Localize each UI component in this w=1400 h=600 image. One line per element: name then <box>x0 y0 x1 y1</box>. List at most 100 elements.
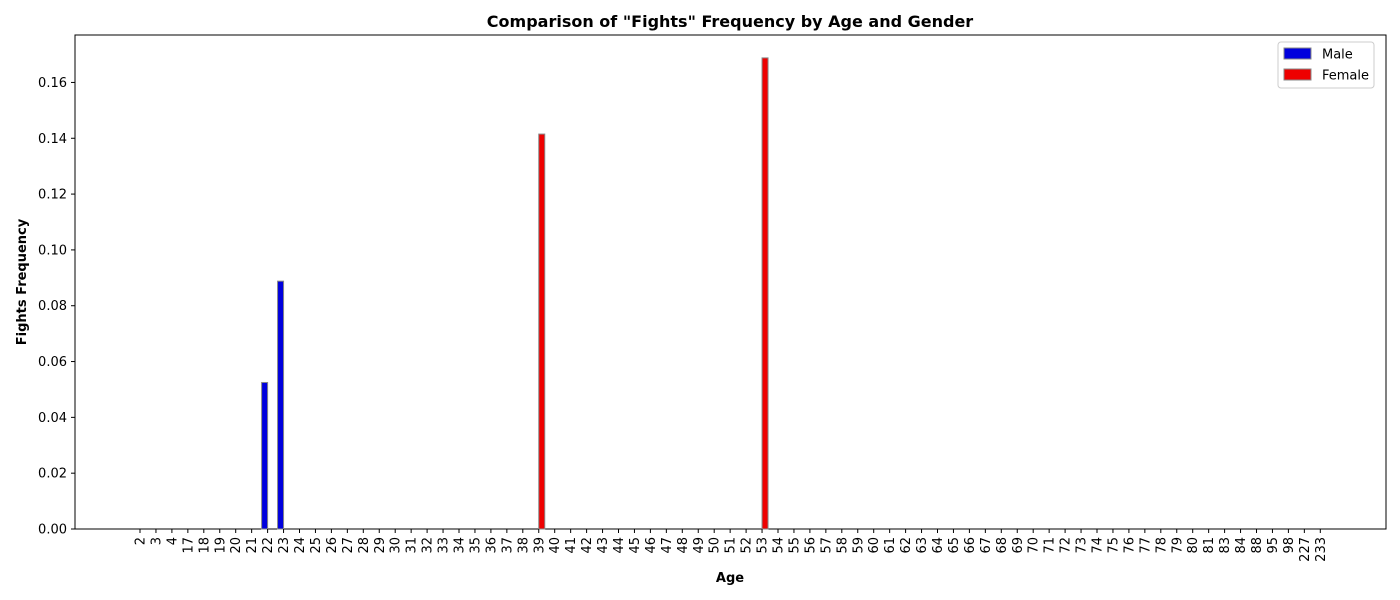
legend-swatch-female <box>1283 68 1312 81</box>
x-tick-label: 50 <box>708 537 723 554</box>
x-tick-label: 68 <box>995 537 1010 554</box>
x-tick-label: 57 <box>819 537 834 554</box>
y-tick-label: 0.06 <box>38 355 67 370</box>
x-tick-label: 76 <box>1122 537 1137 554</box>
bar-male-22 <box>261 381 269 530</box>
y-tick-label: 0.00 <box>38 523 67 538</box>
y-tick-label: 0.10 <box>38 243 67 258</box>
x-tick-label: 40 <box>548 537 563 554</box>
x-tick-label: 69 <box>1011 537 1026 554</box>
y-tick-label: 0.04 <box>38 411 67 426</box>
x-tick-label: 75 <box>1106 537 1121 554</box>
x-tick-label: 64 <box>931 537 946 554</box>
x-tick-label: 53 <box>756 537 771 554</box>
x-tick-label: 4 <box>165 537 180 545</box>
x-tick-label: 63 <box>915 537 930 554</box>
x-tick-label: 72 <box>1059 537 1074 554</box>
x-tick-label: 88 <box>1250 537 1265 554</box>
x-tick-label: 47 <box>660 537 675 554</box>
x-tick-label: 73 <box>1075 537 1090 554</box>
x-tick-label: 227 <box>1298 537 1313 562</box>
x-tick-label: 20 <box>229 537 244 554</box>
x-axis: 2 3 4 17 18 19 20 21 22 23 24 25 26 27 28 29 30 31 32 33 34 3… <box>134 529 1329 562</box>
legend-swatch-male <box>1283 47 1312 60</box>
x-tick-label: 74 <box>1091 537 1106 554</box>
chart-title: Comparison of "Fights" Frequency by Age … <box>487 12 974 31</box>
x-tick-label: 67 <box>979 537 994 554</box>
x-tick-label: 27 <box>341 537 356 554</box>
x-tick-label: 52 <box>740 537 755 554</box>
x-tick-label: 23 <box>277 537 292 554</box>
x-tick-label: 233 <box>1314 537 1329 562</box>
x-axis-label: Age <box>716 571 744 586</box>
bar-female-39 <box>538 133 546 530</box>
x-tick-label: 51 <box>724 537 739 554</box>
x-tick-label: 61 <box>883 537 898 554</box>
x-tick-label: 2 <box>134 537 149 545</box>
x-tick-label: 34 <box>453 537 468 554</box>
x-tick-label: 45 <box>628 537 643 554</box>
x-tick-label: 29 <box>373 537 388 554</box>
x-tick-label: 58 <box>835 537 850 554</box>
y-axis: 0.00 0.02 0.04 0.06 0.08 0.10 0.12 0.14 0.16 <box>38 76 75 538</box>
x-tick-label: 21 <box>245 537 260 554</box>
x-tick-label: 32 <box>421 537 436 554</box>
x-tick-label: 24 <box>293 537 308 554</box>
x-tick-label: 26 <box>325 537 340 554</box>
x-tick-label: 42 <box>580 537 595 554</box>
x-tick-label: 28 <box>357 537 372 554</box>
x-tick-label: 19 <box>213 537 228 554</box>
x-tick-label: 80 <box>1186 537 1201 554</box>
y-tick-label: 0.08 <box>38 299 67 314</box>
y-tick-label: 0.16 <box>38 76 67 91</box>
x-tick-label: 79 <box>1170 537 1185 554</box>
x-tick-label: 36 <box>484 537 499 554</box>
bar-male-23 <box>277 280 285 530</box>
legend: Male Female <box>1277 41 1375 89</box>
plot-area <box>74 34 1387 530</box>
x-tick-label: 46 <box>644 537 659 554</box>
x-tick-label: 48 <box>676 537 691 554</box>
x-tick-label: 98 <box>1282 537 1297 554</box>
x-tick-label: 41 <box>564 537 579 554</box>
x-tick-label: 66 <box>963 537 978 554</box>
x-tick-label: 25 <box>309 537 324 554</box>
x-tick-label: 77 <box>1138 537 1153 554</box>
x-tick-label: 3 <box>149 537 164 545</box>
x-tick-label: 35 <box>468 537 483 554</box>
x-tick-label: 44 <box>612 537 627 554</box>
legend-label-male: Male <box>1322 48 1353 63</box>
x-tick-label: 55 <box>787 537 802 554</box>
y-tick-label: 0.12 <box>38 188 67 203</box>
bar-female-53 <box>761 57 769 530</box>
x-tick-label: 37 <box>500 537 515 554</box>
x-tick-label: 81 <box>1202 537 1217 554</box>
y-tick-label: 0.02 <box>38 467 67 482</box>
x-tick-label: 43 <box>596 537 611 554</box>
y-tick-label: 0.14 <box>38 132 67 147</box>
x-tick-label: 22 <box>261 537 276 554</box>
x-tick-label: 33 <box>437 537 452 554</box>
x-tick-label: 31 <box>405 537 420 554</box>
legend-label-female: Female <box>1322 69 1369 84</box>
x-tick-label: 39 <box>532 537 547 554</box>
x-tick-label: 83 <box>1218 537 1233 554</box>
x-tick-label: 30 <box>389 537 404 554</box>
x-tick-label: 70 <box>1027 537 1042 554</box>
x-tick-label: 54 <box>772 537 787 554</box>
x-tick-label: 62 <box>899 537 914 554</box>
x-tick-label: 78 <box>1154 537 1169 554</box>
x-tick-label: 38 <box>516 537 531 554</box>
x-tick-label: 60 <box>867 537 882 554</box>
x-tick-label: 49 <box>692 537 707 554</box>
bars-group <box>261 57 769 530</box>
x-tick-label: 18 <box>197 537 212 554</box>
x-tick-label: 71 <box>1043 537 1058 554</box>
x-tick-label: 56 <box>803 537 818 554</box>
x-tick-label: 17 <box>181 537 196 554</box>
x-tick-label: 84 <box>1234 537 1249 554</box>
x-tick-label: 65 <box>947 537 962 554</box>
x-tick-label: 95 <box>1266 537 1281 554</box>
x-tick-label: 59 <box>851 537 866 554</box>
